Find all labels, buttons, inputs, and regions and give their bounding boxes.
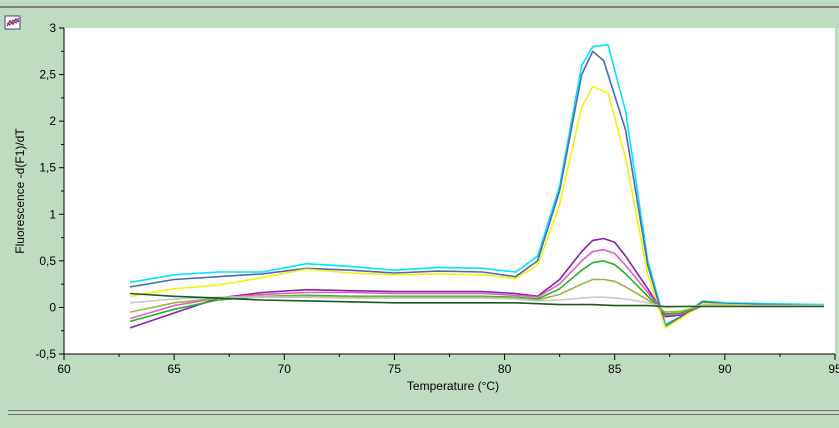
chart-icon[interactable]	[4, 15, 21, 30]
y-tick-label: 2	[49, 114, 56, 128]
series-line-9	[130, 292, 824, 308]
x-tick-label: 95	[828, 362, 839, 376]
x-axis-title: Temperature (°C)	[407, 379, 499, 393]
x-axis-ticks: 60 65 70 75 80 85 90 95	[57, 354, 839, 376]
y-tick-label: 0,5	[39, 254, 56, 268]
x-tick-label: 80	[498, 362, 512, 376]
y-tick-label: -0,5	[35, 347, 56, 361]
plot-area	[64, 28, 835, 354]
top-border	[0, 6, 839, 8]
x-tick-label: 65	[167, 362, 181, 376]
y-tick-label: 1,5	[39, 161, 56, 175]
bottom-panel	[8, 416, 839, 428]
series-line-6	[129, 260, 824, 323]
x-tick-label: 90	[718, 362, 732, 376]
y-axis-title: Fluorescence -d(F1)/dT	[13, 128, 27, 254]
y-tick-label: 0	[49, 300, 56, 314]
series-line-7	[129, 278, 824, 313]
panel-separator-top	[8, 410, 839, 411]
series-line-3	[129, 85, 824, 329]
y-tick-label: 2,5	[39, 68, 56, 82]
x-tick-label: 70	[278, 362, 292, 376]
x-tick-label: 75	[388, 362, 402, 376]
series-layer	[129, 43, 825, 329]
x-tick-label: 60	[57, 362, 71, 376]
panel-separator-bottom	[8, 414, 839, 415]
y-tick-label: 1	[49, 207, 56, 221]
y-axis-ticks: -0,5 0 0,5 1 1,5 2 2,5 3	[35, 21, 64, 361]
x-tick-label: 85	[608, 362, 622, 376]
y-tick-label: 3	[49, 21, 56, 35]
